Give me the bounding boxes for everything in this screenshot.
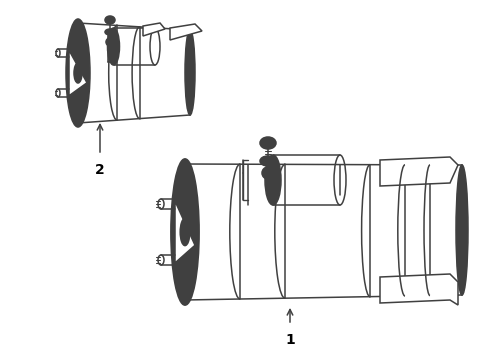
Ellipse shape [70,40,87,105]
Ellipse shape [105,16,115,24]
Polygon shape [69,50,87,96]
Polygon shape [143,23,165,36]
Ellipse shape [173,164,197,300]
Ellipse shape [262,167,274,179]
Polygon shape [170,24,202,40]
Polygon shape [380,274,458,305]
Polygon shape [175,201,195,263]
Ellipse shape [171,159,199,305]
Ellipse shape [185,30,195,115]
Ellipse shape [66,19,90,127]
Ellipse shape [74,63,82,83]
Ellipse shape [180,219,190,246]
Polygon shape [380,157,458,186]
Ellipse shape [105,29,115,35]
Ellipse shape [175,188,195,276]
Ellipse shape [107,28,120,65]
Ellipse shape [265,155,281,205]
Text: 1: 1 [285,333,295,347]
Ellipse shape [106,38,114,46]
Ellipse shape [260,137,276,149]
Text: 2: 2 [95,163,105,177]
Ellipse shape [260,156,276,166]
Ellipse shape [456,165,468,295]
